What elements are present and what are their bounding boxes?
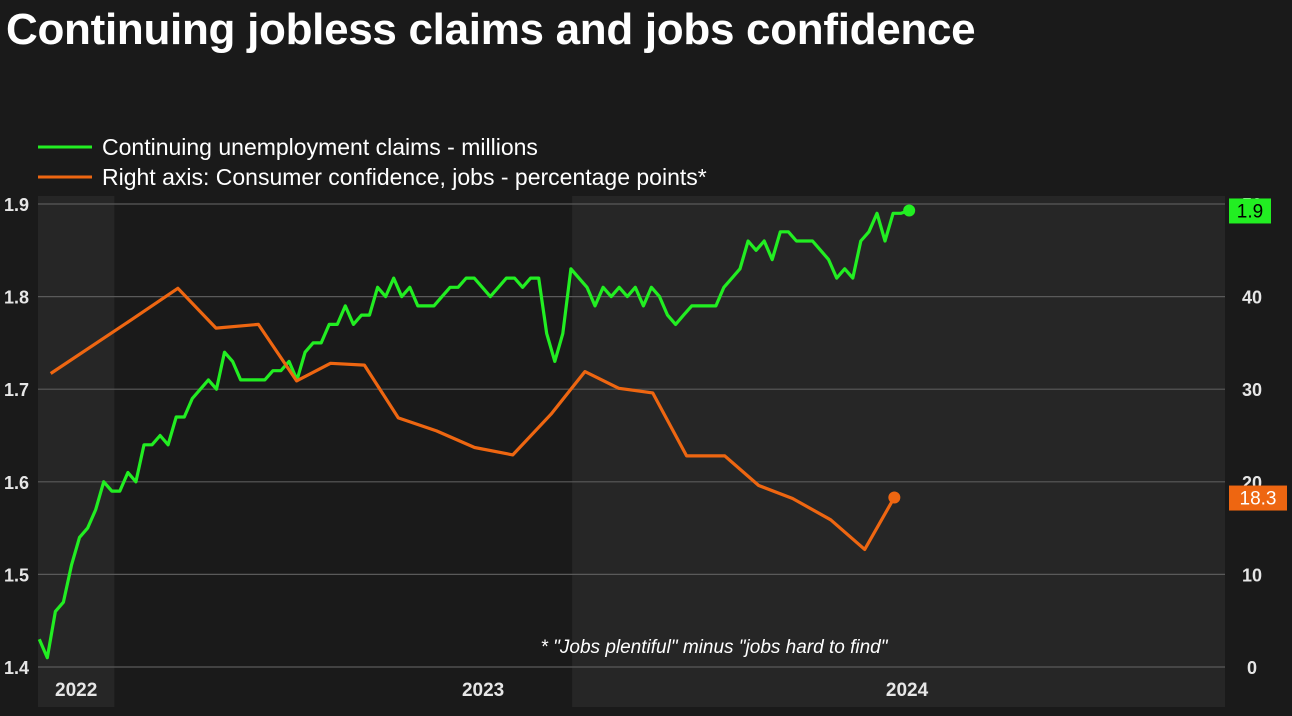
end-point-0 — [903, 204, 916, 217]
chart-title: Continuing jobless claims and jobs confi… — [6, 5, 976, 54]
left-tick-label: 1.9 — [4, 195, 29, 215]
x-tick-label: 2024 — [886, 680, 929, 701]
end-badge-label-0: 1.9 — [1237, 201, 1263, 222]
shaded-year-bands — [38, 196, 1225, 707]
left-tick-label: 1.8 — [4, 288, 29, 308]
series-line-claims — [37, 208, 910, 660]
right-tick-label: 0 — [1247, 658, 1257, 678]
end-point-1 — [888, 491, 901, 504]
series-line-confidence — [49, 286, 896, 552]
end-badge-1 — [1229, 485, 1287, 511]
gridlines — [38, 203, 1225, 668]
left-axis-ticks: 1.4 1.5 1.6 1.7 1.8 1.9 — [4, 195, 29, 678]
shaded-band-0 — [38, 196, 115, 707]
left-tick-label: 1.6 — [4, 473, 29, 493]
right-axis-ticks: 01020304050 — [1242, 195, 1262, 678]
legend-label-claims: Continuing unemployment claims - million… — [102, 134, 538, 160]
right-tick-label: 40 — [1242, 288, 1262, 308]
footnote: * "Jobs plentiful" minus "jobs hard to f… — [541, 637, 889, 658]
end-markers: 1.9 18.3 — [888, 198, 1287, 511]
end-badge-0 — [1229, 198, 1271, 224]
legend: Continuing unemployment claims - million… — [38, 134, 707, 190]
right-tick-label: 30 — [1242, 380, 1262, 400]
legend-label-confidence: Right axis: Consumer confidence, jobs - … — [102, 164, 707, 190]
right-tick-label: 10 — [1242, 565, 1262, 585]
left-tick-label: 1.5 — [4, 565, 29, 585]
end-badge-label-1: 18.3 — [1240, 489, 1277, 510]
shaded-band-1 — [572, 196, 1225, 707]
left-tick-label: 1.7 — [4, 380, 29, 400]
x-tick-label: 2023 — [462, 680, 504, 701]
x-axis-ticks: 2022 2023 2024 — [55, 680, 929, 701]
left-tick-label: 1.4 — [4, 658, 29, 678]
x-tick-label: 2022 — [55, 680, 97, 701]
series-lines — [37, 208, 910, 660]
